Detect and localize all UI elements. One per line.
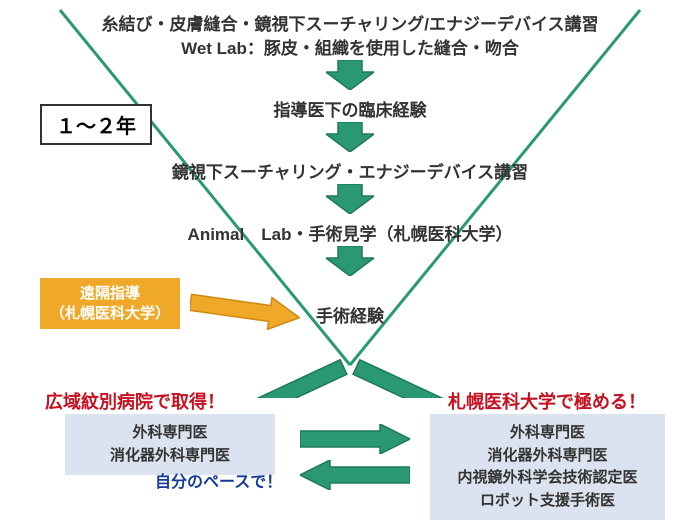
arrow-down-3 [326,184,374,214]
stage-4: Animal Lab・手術見学（札幌医科大学） [0,220,700,245]
stage-1-line1: 糸結び・皮膚縫合・鏡視下スーチャリング/エナジーデバイス講習 [0,10,700,35]
arrow-down-1 [326,60,374,90]
horiz-arrow-right [300,424,410,454]
horiz-arrow-left [300,460,410,490]
remote-line1: 遠隔指導 [50,284,170,304]
red-heading-left: 広域紋別病院で取得！ [45,388,225,414]
stage-5: 手術経験 [0,302,700,327]
qual-box-right: 外科専門医 消化器外科専門医 内視鏡外科学会技術認定医 ロボット支援手術医 [430,414,665,520]
qual-right-l4: ロボット支援手術医 [442,490,653,513]
red-heading-right: 札幌医科大学で極める！ [448,388,646,414]
qual-right-l1: 外科専門医 [442,422,653,445]
qual-right-l2: 消化器外科専門医 [442,445,653,468]
year-label-box: １～２年 [40,104,152,145]
stage-1-line2: Wet Lab：豚皮・組織を使用した縫合・吻合 [0,34,700,59]
qual-box-left: 外科専門医 消化器外科専門医 [65,414,275,475]
arrow-down-4 [326,246,374,276]
stage-3: 鏡視下スーチャリング・エナジーデバイス講習 [0,158,700,183]
arrow-down-2 [326,122,374,152]
pace-label: 自分のペースで！ [155,468,282,492]
qual-left-l2: 消化器外科専門医 [77,445,263,468]
qual-left-l1: 外科専門医 [77,422,263,445]
qual-right-l3: 内視鏡外科学会技術認定医 [442,467,653,490]
